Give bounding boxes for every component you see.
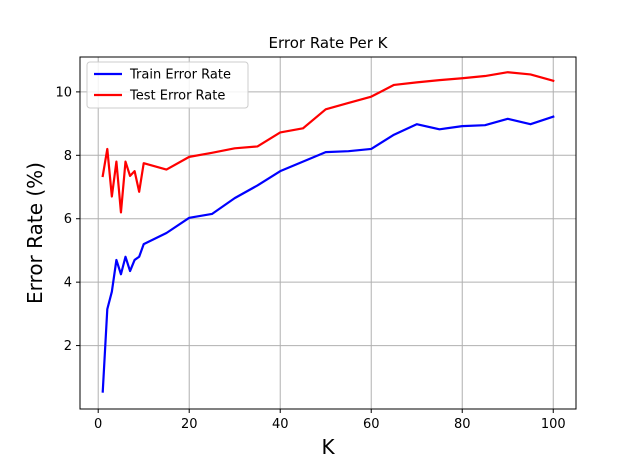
- x-tick-label: 80: [454, 417, 471, 432]
- x-tick-label: 40: [272, 417, 289, 432]
- chart-title: Error Rate Per K: [268, 34, 388, 52]
- tick-layer: 0 20 40 60 80 100 2 4 6 8 10: [55, 85, 565, 432]
- x-tick-label: 100: [541, 417, 566, 432]
- legend: Train Error Rate Test Error Rate: [86, 61, 249, 109]
- series-line-train: [101, 115, 555, 393]
- series-layer: [101, 71, 555, 393]
- y-tick-label: 2: [64, 339, 72, 354]
- y-tick-label: 10: [55, 85, 72, 100]
- y-axis-label: Error Rate (%): [23, 162, 47, 304]
- y-tick-label: 6: [64, 212, 72, 227]
- series-line-test: [101, 71, 555, 214]
- legend-label: Test Error Rate: [129, 89, 225, 104]
- x-tick-label: 0: [94, 417, 102, 432]
- y-tick-label: 8: [64, 149, 72, 164]
- plot-frame: [79, 56, 577, 410]
- legend-label: Train Error Rate: [129, 68, 231, 83]
- x-tick-label: 60: [363, 417, 380, 432]
- y-tick-label: 4: [64, 276, 72, 291]
- x-axis-label: K: [321, 435, 335, 459]
- legend-box: [86, 61, 249, 109]
- x-tick-label: 20: [181, 417, 198, 432]
- grid-layer: [80, 57, 576, 409]
